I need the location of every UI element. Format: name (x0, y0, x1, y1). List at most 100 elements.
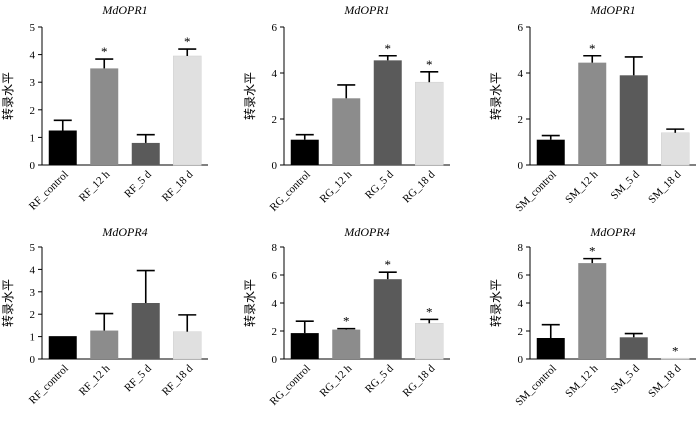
y-tick-label: 4 (518, 68, 524, 80)
y-axis-label: 转录水平 (242, 72, 257, 120)
significance-star: * (426, 304, 433, 319)
bar (90, 330, 119, 359)
category-label: RG_18 d (401, 168, 438, 205)
category-label: RF_18 d (160, 168, 196, 204)
category-label: SM_12 h (563, 362, 601, 400)
category-label: RF_5 d (122, 362, 154, 394)
significance-star: * (589, 41, 596, 56)
y-tick-label: 2 (272, 326, 278, 338)
bar (373, 279, 402, 359)
bar (578, 263, 607, 359)
significance-star: * (385, 257, 392, 272)
y-tick-label: 6 (518, 270, 524, 282)
category-label: SM_18 d (646, 362, 684, 400)
category-label: SM_12 h (563, 168, 601, 206)
y-tick-label: 6 (272, 22, 278, 34)
category-label: RF_control (27, 169, 71, 213)
y-axis-label: 转录水平 (0, 279, 15, 327)
bar (90, 68, 119, 165)
significance-star: * (343, 314, 350, 329)
bar (173, 331, 202, 360)
category-label: RG_control (268, 363, 313, 408)
y-tick-label: 0 (272, 354, 278, 366)
y-tick-label: 5 (30, 242, 36, 254)
chart-title: MdOPR1 (343, 3, 389, 17)
chart-title: MdOPR4 (343, 225, 389, 239)
significance-star: * (426, 57, 433, 72)
bar (536, 338, 565, 359)
category-label: RG_12 h (318, 362, 355, 399)
category-label: RG_5 d (363, 362, 396, 395)
bar (619, 75, 648, 165)
y-tick-label: 4 (272, 68, 278, 80)
category-label: RF_12 h (77, 362, 113, 398)
bar (131, 303, 160, 359)
significance-star: * (184, 34, 191, 49)
bar (373, 60, 402, 165)
y-tick-label: 0 (272, 160, 278, 172)
bar (661, 132, 690, 166)
y-tick-label: 3 (30, 287, 36, 299)
y-tick-label: 4 (272, 298, 278, 310)
y-tick-label: 4 (518, 298, 524, 310)
category-label: RF_control (27, 363, 71, 407)
significance-star: * (672, 343, 679, 358)
y-axis-label: 转录水平 (242, 279, 257, 327)
y-tick-label: 0 (30, 354, 36, 366)
y-tick-label: 1 (30, 132, 36, 144)
category-label: RF_18 d (160, 362, 196, 398)
bar (619, 337, 648, 359)
y-tick-label: 2 (518, 114, 524, 126)
bar (578, 62, 607, 165)
y-tick-label: 1 (30, 332, 36, 344)
significance-star: * (385, 41, 392, 56)
chart-title: MdOPR1 (101, 3, 147, 17)
y-axis-label: 转录水平 (488, 279, 503, 327)
y-tick-label: 8 (518, 242, 524, 254)
y-tick-label: 0 (30, 160, 36, 172)
y-tick-label: 0 (518, 354, 524, 366)
y-tick-label: 4 (30, 50, 36, 62)
bar (332, 329, 361, 359)
category-label: RG_18 d (401, 362, 438, 399)
bar (290, 139, 319, 165)
y-tick-label: 4 (30, 264, 36, 276)
bar (48, 130, 77, 165)
y-tick-label: 2 (518, 326, 524, 338)
category-label: RG_control (268, 169, 313, 214)
bar (290, 333, 319, 359)
significance-star: * (101, 44, 108, 59)
y-tick-label: 6 (272, 270, 278, 282)
category-label: RG_12 h (318, 168, 355, 205)
chart-title: MdOPR4 (101, 225, 147, 239)
category-label: SM_18 d (646, 168, 684, 206)
y-tick-label: 2 (272, 114, 278, 126)
y-tick-label: 8 (272, 242, 278, 254)
bar (131, 142, 160, 165)
chart-title: MdOPR1 (589, 3, 635, 17)
category-label: RG_5 d (363, 168, 396, 201)
category-label: SM_5 d (609, 168, 643, 202)
y-tick-label: 6 (518, 22, 524, 34)
bar (415, 81, 444, 166)
y-tick-label: 5 (30, 22, 36, 34)
bar (173, 55, 202, 166)
y-tick-label: 0 (518, 160, 524, 172)
category-label: SM_control (513, 363, 559, 409)
y-tick-label: 3 (30, 77, 36, 89)
bar (661, 357, 690, 360)
category-label: RF_5 d (122, 168, 154, 200)
significance-star: * (589, 244, 596, 259)
chart-title: MdOPR4 (589, 225, 635, 239)
bar (48, 336, 77, 359)
bar (536, 139, 565, 165)
y-tick-label: 2 (30, 105, 36, 117)
y-axis-label: 转录水平 (0, 72, 15, 120)
category-label: SM_control (513, 169, 559, 215)
bar (332, 98, 361, 165)
y-tick-label: 2 (30, 309, 36, 321)
bar (415, 323, 444, 360)
category-label: RF_12 h (77, 168, 113, 204)
category-label: SM_5 d (609, 362, 643, 396)
